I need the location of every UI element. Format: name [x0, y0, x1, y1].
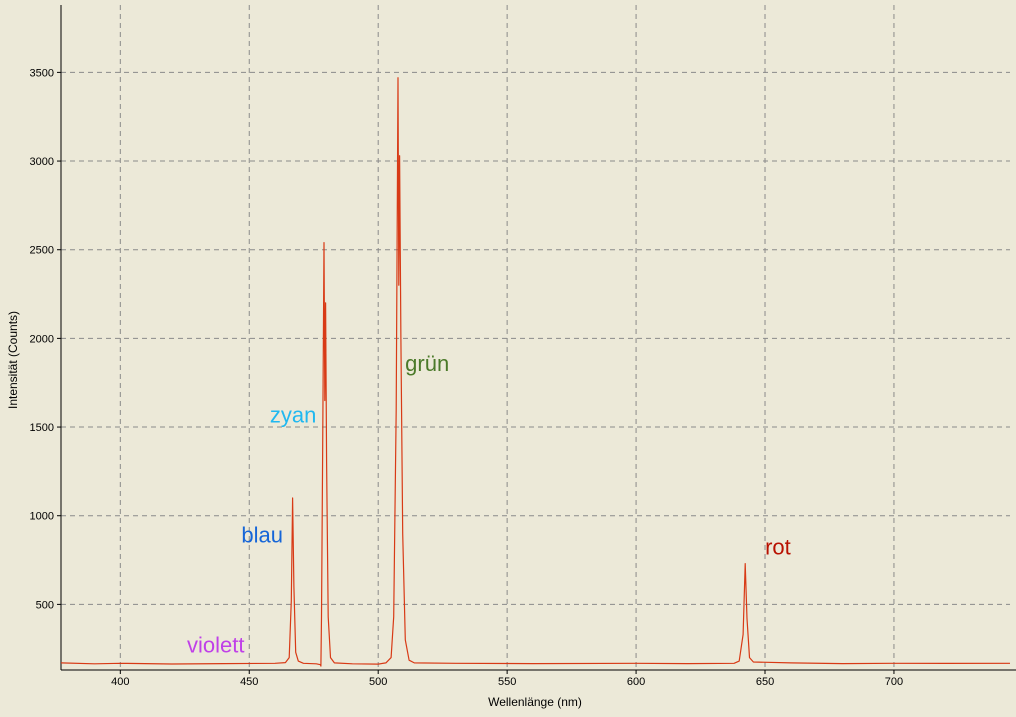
x-tick-label: 600	[627, 676, 645, 688]
x-axis-label: Wellenlänge (nm)	[488, 695, 582, 709]
x-tick-label: 500	[369, 676, 387, 688]
x-tick-label: 550	[498, 676, 516, 688]
annotation-label: blau	[241, 522, 283, 547]
tick-labels: 400 450 500 550 600 650 700 500 1000 1500 2000 2500…	[30, 67, 904, 688]
x-tick-label: 450	[240, 676, 258, 688]
y-tick-label: 3000	[30, 156, 54, 168]
y-tick-label: 500	[36, 599, 54, 611]
y-tick-label: 1000	[30, 511, 54, 523]
annotation-label: rot	[765, 535, 791, 560]
x-tick-label: 400	[111, 676, 129, 688]
gridlines	[61, 5, 1010, 670]
spectrum-line	[60, 77, 1011, 667]
axes	[60, 5, 1016, 671]
y-tick-label: 1500	[30, 422, 54, 434]
annotation-label: violett	[187, 632, 244, 657]
y-tick-label: 2000	[30, 333, 54, 345]
annotations: violett blau zyan grün rot	[187, 351, 791, 657]
x-tick-label: 700	[885, 676, 903, 688]
annotation-label: grün	[405, 351, 449, 376]
y-tick-label: 3500	[30, 67, 54, 79]
x-tick-label: 650	[756, 676, 774, 688]
y-tick-label: 2500	[30, 245, 54, 257]
series	[60, 77, 1011, 667]
annotation-label: zyan	[270, 403, 316, 428]
y-axis-label: Intensität (Counts)	[6, 311, 20, 409]
